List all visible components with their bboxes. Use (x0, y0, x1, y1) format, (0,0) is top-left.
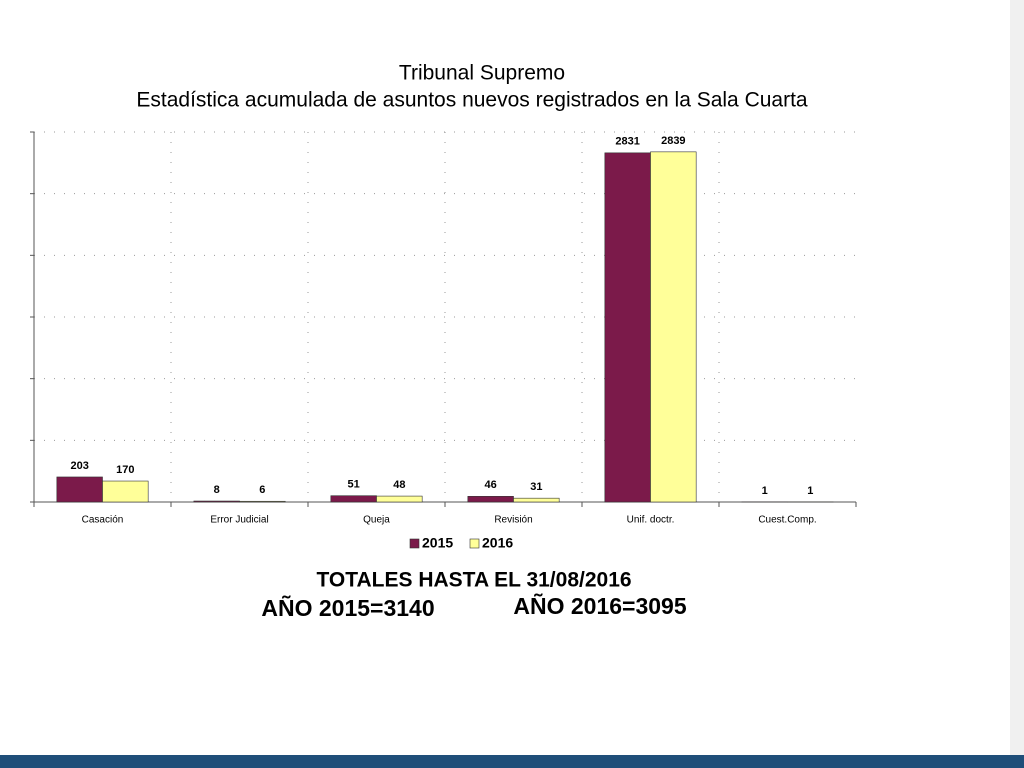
data-label: 203 (70, 460, 88, 472)
bar (604, 152, 651, 503)
x-tick-label: Error Judicial (210, 515, 268, 526)
bar (467, 496, 514, 503)
annotation: AÑO 2015=3140 (261, 594, 434, 621)
data-label: 2839 (661, 135, 685, 147)
bar (376, 495, 423, 503)
x-tick-label: Cuest.Comp. (758, 515, 816, 526)
chart-subtitle: Estadística acumulada de asuntos nuevos … (136, 89, 808, 112)
legend-label: 2015 (422, 535, 453, 551)
bar (193, 500, 240, 503)
data-label: 1 (807, 485, 813, 497)
legend-swatch (469, 538, 480, 549)
x-tick-label: Queja (363, 515, 390, 526)
data-label: 51 (348, 479, 360, 491)
data-label: 2831 (615, 136, 639, 148)
x-tick-label: Unif. doctr. (627, 515, 675, 526)
chart-title: Tribunal Supremo (399, 62, 565, 85)
x-tick-label: Casación (82, 515, 124, 526)
bar (56, 476, 103, 503)
x-tick-label: Revisión (494, 515, 532, 526)
bar (650, 151, 697, 503)
bottom-strip (0, 755, 1024, 768)
data-label: 31 (530, 481, 542, 493)
data-label: 170 (116, 464, 134, 476)
data-label: 1 (762, 485, 768, 497)
data-label: 46 (485, 479, 497, 491)
legend-label: 2016 (482, 535, 513, 551)
data-label: 48 (393, 479, 405, 491)
bar (239, 500, 286, 503)
bar (102, 480, 149, 503)
data-label: 6 (259, 484, 265, 496)
annotation: AÑO 2016=3095 (513, 592, 686, 619)
right-edge (1010, 0, 1024, 755)
bar (513, 497, 560, 503)
annotation: TOTALES HASTA EL 31/08/2016 (316, 569, 631, 592)
data-label: 8 (214, 484, 220, 496)
legend-swatch (409, 538, 420, 549)
bar (330, 495, 377, 503)
